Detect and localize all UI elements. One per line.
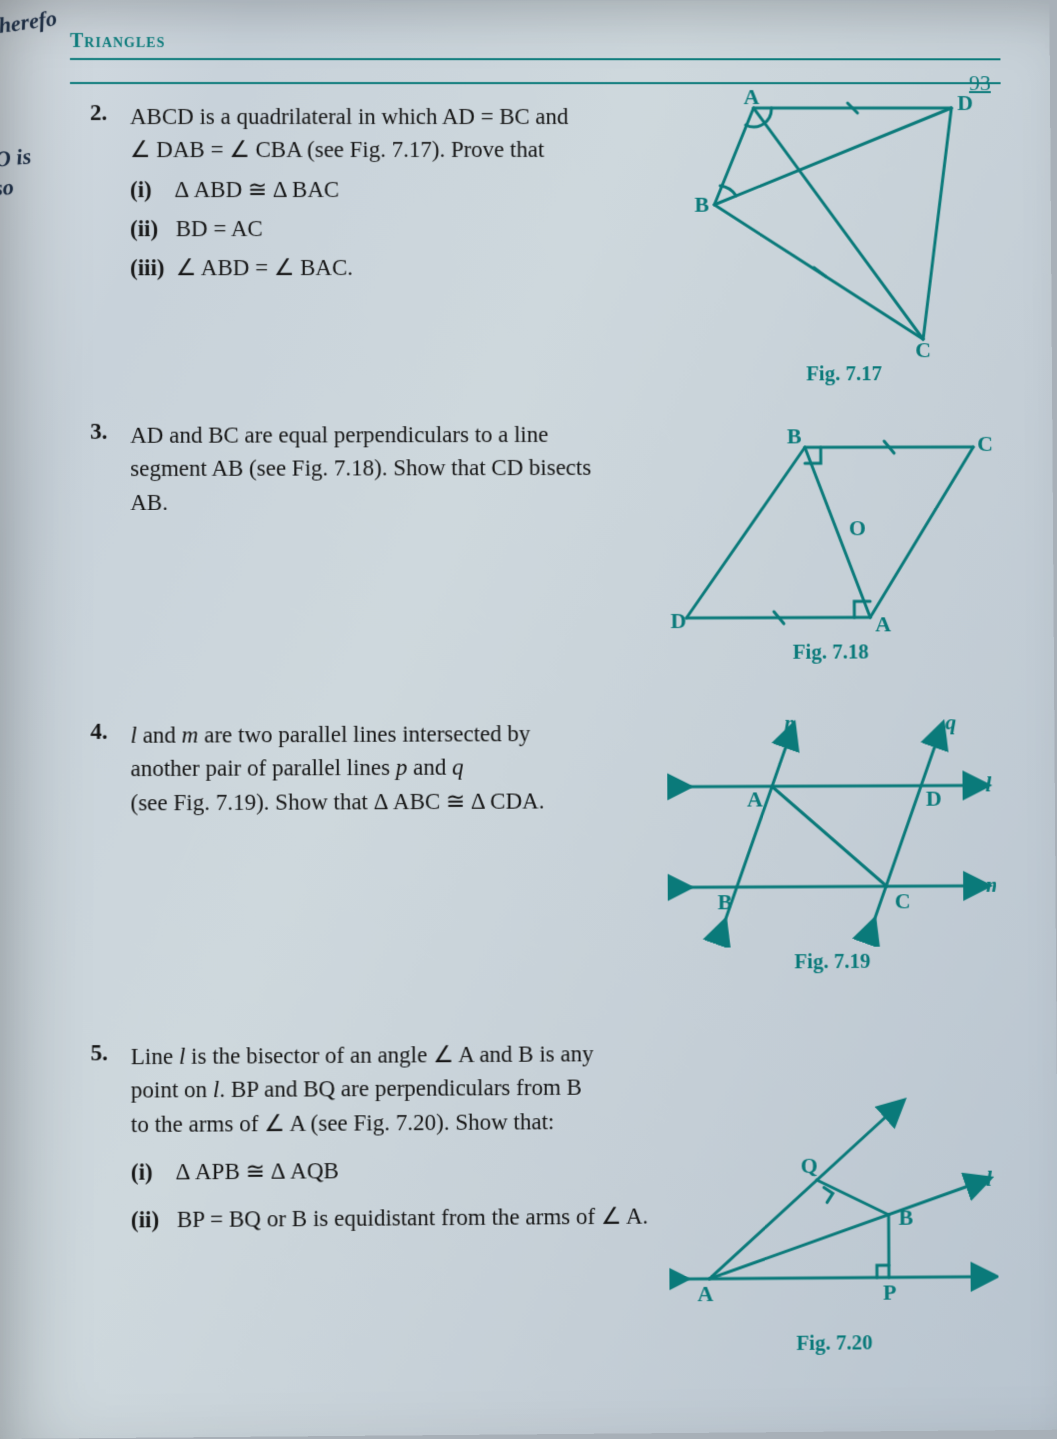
problem-number: 2.: [90, 100, 124, 126]
subpart-roman: (i): [131, 1155, 171, 1189]
subpart-text: Δ APB ≅ Δ AQB: [176, 1158, 339, 1184]
svg-text:D: D: [957, 90, 973, 115]
subpart-roman: (ii): [130, 212, 170, 245]
svg-text:l: l: [985, 771, 992, 796]
problem-text: AD and BC are equal perpendiculars to a …: [130, 418, 639, 520]
header-rule-1: [70, 58, 1000, 62]
svg-text:B: B: [787, 427, 802, 448]
subpart-roman: (ii): [131, 1203, 171, 1237]
svg-text:B: B: [694, 192, 709, 217]
stem-line: (see Fig. 7.19). Show that Δ ABC ≅ Δ CDA…: [131, 784, 641, 820]
svg-text:Q: Q: [801, 1153, 818, 1178]
problem-number: 5.: [91, 1040, 125, 1067]
stem-line: point on l. BP and BQ are perpendiculars…: [131, 1070, 672, 1107]
svg-text:l: l: [986, 1166, 993, 1191]
subpart: (ii) BD = AC: [130, 212, 638, 246]
problem-text: l and m are two parallel lines intersect…: [130, 717, 640, 820]
svg-text:A: A: [697, 1281, 713, 1306]
figure-7-18: B C D A O Fig. 7.18: [666, 427, 995, 665]
figure-7-17: A D B C Fig. 7.17: [694, 90, 993, 386]
stem-line: AB.: [130, 484, 639, 519]
stem-line: l and m are two parallel lines intersect…: [130, 717, 640, 753]
subpart: (i) Δ ABD ≅ Δ BAC: [130, 173, 638, 207]
svg-text:D: D: [926, 786, 942, 811]
svg-text:O: O: [849, 515, 866, 540]
subpart-roman: (iii): [130, 252, 170, 285]
problem-number: 3.: [90, 419, 124, 445]
stem-line: ABCD is a quadrilateral in which AD = BC…: [130, 100, 638, 133]
subpart-text: ∠ ABD = ∠ BAC.: [176, 255, 353, 280]
margin-note-mid1: O is: [0, 143, 32, 173]
problem-5: 5. Line l is the bisector of an angle ∠ …: [91, 1035, 1009, 1365]
svg-text:C: C: [895, 888, 911, 913]
subpart-text: BD = AC: [176, 216, 263, 241]
problem-text: ABCD is a quadrilateral in which AD = BC…: [130, 100, 638, 285]
stem-line: AD and BC are equal perpendiculars to a …: [130, 418, 639, 453]
figure-caption: Fig. 7.18: [667, 639, 995, 665]
problem-3: 3. AD and BC are equal perpendiculars to…: [90, 417, 1004, 691]
stem-line: another pair of parallel lines p and q: [130, 750, 640, 786]
svg-text:A: A: [744, 90, 760, 109]
figure-caption: Fig. 7.17: [695, 361, 992, 387]
svg-text:P: P: [883, 1279, 897, 1304]
margin-note-mid2: lso: [0, 174, 15, 202]
figure-7-20: A P B Q l Fig. 7.20: [669, 1095, 999, 1357]
header-rule-2: [70, 82, 1001, 84]
svg-text:C: C: [977, 431, 993, 456]
subpart: (ii) BP = BQ or B is equidistant from th…: [131, 1200, 672, 1238]
svg-text:p: p: [782, 715, 795, 735]
figure-caption: Fig. 7.20: [670, 1329, 999, 1357]
svg-text:B: B: [898, 1204, 913, 1229]
stem-line: to the arms of ∠ A (see Fig. 7.20). Show…: [131, 1104, 672, 1141]
subpart-text: Δ ABD ≅ Δ BAC: [174, 177, 339, 202]
problem-4: 4. l and m are two parallel lines inters…: [90, 715, 1006, 1012]
svg-text:B: B: [718, 889, 733, 914]
textbook-page: Therefo O is lso Triangles 93 2. ABCD is…: [0, 0, 1057, 1439]
svg-text:A: A: [747, 786, 763, 811]
stem-line: segment AB (see Fig. 7.18). Show that CD…: [130, 451, 639, 486]
subpart: (i) Δ APB ≅ Δ AQB: [131, 1152, 672, 1190]
svg-text:C: C: [915, 337, 931, 359]
problem-number: 4.: [90, 719, 124, 745]
page-header: Triangles 93: [70, 30, 1000, 53]
svg-text:q: q: [945, 715, 956, 734]
stem-line: ∠ DAB = ∠ CBA (see Fig. 7.17). Prove tha…: [130, 133, 638, 166]
problem-2: 2. ABCD is a quadrilateral in which AD =…: [90, 100, 1003, 391]
figure-7-19: l m p q A D B C Fig. 7.19: [667, 715, 997, 975]
svg-text:A: A: [875, 611, 891, 636]
figure-caption: Fig. 7.19: [668, 948, 997, 975]
subpart-roman: (i): [130, 173, 170, 206]
problem-text: Line l is the bisector of an angle ∠ A a…: [131, 1037, 673, 1238]
svg-text:D: D: [670, 608, 686, 633]
page-content: 2. ABCD is a quadrilateral in which AD =…: [90, 100, 1009, 1393]
stem-line: Line l is the bisector of an angle ∠ A a…: [131, 1037, 672, 1074]
margin-note-top: Therefo: [0, 5, 59, 41]
subpart-text: BP = BQ or B is equidistant from the arm…: [177, 1204, 648, 1233]
chapter-title: Triangles: [70, 30, 165, 52]
svg-text:m: m: [986, 872, 996, 897]
subpart: (iii) ∠ ABD = ∠ BAC.: [130, 251, 638, 285]
